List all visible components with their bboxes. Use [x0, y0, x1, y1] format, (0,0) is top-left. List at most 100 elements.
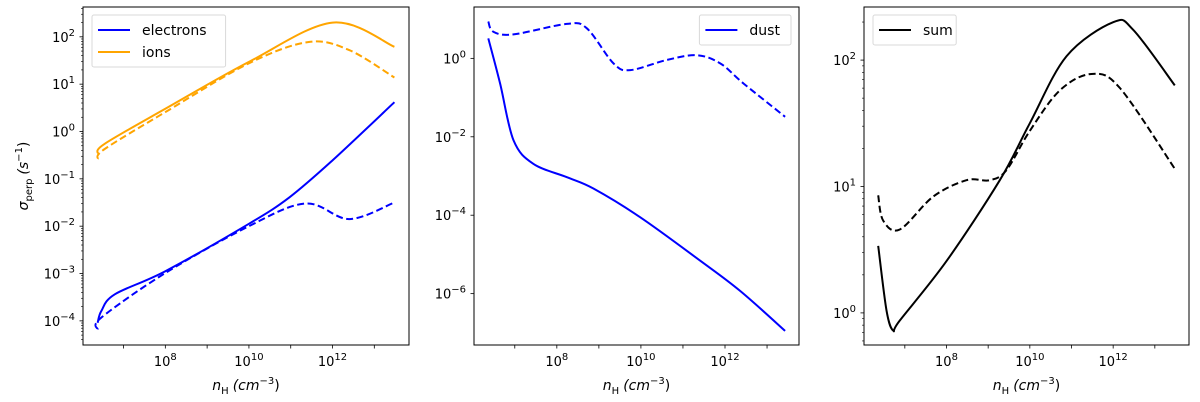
y-tick-label-exp: −1: [60, 170, 75, 181]
y-tick-label-base: 10: [52, 31, 69, 46]
series-line-ions-dashed: [96, 40, 395, 160]
x-tick-label: 1012: [1099, 352, 1128, 370]
x-tick-label: 108: [545, 352, 568, 370]
x-label-sub: H: [221, 386, 229, 397]
x-tick-label-exp: 12: [727, 352, 740, 363]
y-tick-label-exp: 1: [69, 75, 75, 86]
x-label-close: ): [665, 378, 670, 394]
y-tick-label: 100: [52, 123, 75, 141]
legend-box: [91, 14, 227, 68]
x-tick-label-exp: 12: [334, 352, 347, 363]
y-tick-label-base: 10: [833, 54, 850, 69]
y-tick-label: 10−2: [44, 217, 75, 235]
y-tick-label: 10−6: [435, 285, 466, 303]
y-tick-label-base: 10: [435, 288, 452, 303]
x-tick-label-exp: 8: [170, 352, 176, 363]
x-tick-label-exp: 8: [952, 352, 958, 363]
legend-box: [872, 14, 957, 46]
x-tick-label-base: 10: [626, 355, 643, 370]
x-tick-label-exp: 12: [1115, 352, 1128, 363]
y-tick-label-exp: 0: [850, 304, 856, 315]
y-tick-label: 102: [833, 51, 856, 69]
axes-frame: [863, 6, 1190, 346]
legend-label-electrons: electrons: [142, 23, 206, 39]
x-tick-label-base: 10: [318, 355, 335, 370]
x-tick-label-exp: 10: [643, 352, 656, 363]
x-tick-label-base: 10: [710, 355, 727, 370]
x-label-unit: (cm: [233, 378, 260, 394]
y-tick-label-base: 10: [833, 307, 850, 322]
y-tick-label: 100: [833, 304, 856, 322]
x-label-close: ): [274, 378, 279, 394]
legend: dust: [698, 14, 792, 46]
y-tick-label: 10−3: [44, 265, 75, 283]
y-tick-label-base: 10: [443, 52, 460, 67]
y-tick-label-base: 10: [833, 180, 850, 195]
x-tick-label-base: 10: [545, 355, 562, 370]
y-tick-label: 10−1: [44, 170, 75, 188]
x-label-close: ): [1055, 378, 1060, 394]
x-tick-label-base: 10: [1015, 355, 1032, 370]
y-tick-label-exp: −4: [60, 312, 75, 323]
y-tick-label-exp: 2: [850, 51, 856, 62]
x-tick-label: 1012: [710, 352, 739, 370]
legend: sum: [872, 14, 957, 46]
x-label-unit: (cm: [623, 378, 650, 394]
y-tick-label-base: 10: [435, 209, 452, 224]
y-tick-label: 10−2: [435, 128, 466, 146]
y-tick-label: 101: [52, 75, 75, 93]
x-tick-label: 1012: [318, 352, 347, 370]
x-axis-label: nH (cm−3): [993, 376, 1060, 397]
x-label-exp: −3: [1040, 376, 1055, 387]
x-label-main: n: [603, 378, 612, 394]
x-tick-label-exp: 8: [562, 352, 568, 363]
legend-box: [698, 14, 792, 46]
legend-label-ions: ions: [142, 45, 171, 61]
legend-label-dust: dust: [749, 23, 780, 39]
series-line-sum-dashed: [877, 72, 1176, 232]
y-tick-label-exp: −4: [451, 206, 466, 217]
y-label-unit: (s: [16, 162, 32, 175]
x-tick-label-exp: 10: [251, 352, 264, 363]
x-tick-label-exp: 10: [1032, 352, 1045, 363]
y-tick-label-exp: −3: [60, 265, 75, 276]
y-tick-label-exp: 2: [69, 28, 75, 39]
x-tick-label-base: 10: [234, 355, 251, 370]
y-tick-label-base: 10: [44, 173, 61, 188]
y-tick-label-base: 10: [435, 131, 452, 146]
x-label-exp: −3: [259, 376, 274, 387]
y-tick-label-exp: −6: [451, 285, 466, 296]
axes-frame: [82, 6, 410, 346]
series-line-dust-dashed: [487, 21, 786, 118]
series-line-electrons: [96, 101, 396, 324]
x-tick-label: 1010: [234, 352, 263, 370]
x-label-exp: −3: [650, 376, 665, 387]
x-label-sub: H: [1002, 386, 1010, 397]
series-line-electrons-dashed: [94, 201, 395, 330]
y-tick-label-base: 10: [52, 126, 69, 141]
axes-frame: [473, 6, 800, 346]
y-label-main: σ: [16, 200, 32, 210]
x-tick-label: 108: [154, 352, 177, 370]
y-tick-label-exp: −2: [60, 217, 75, 228]
x-label-main: n: [212, 378, 221, 394]
y-label-close: ): [16, 142, 32, 147]
y-tick-label: 10−4: [435, 206, 466, 224]
x-label-unit: (cm: [1013, 378, 1040, 394]
x-tick-label: 108: [935, 352, 958, 370]
y-tick-label-base: 10: [44, 220, 61, 235]
y-tick-label: 101: [833, 177, 856, 195]
x-label-sub: H: [612, 386, 620, 397]
y-tick-label-base: 10: [44, 315, 61, 330]
y-tick-label-base: 10: [52, 78, 69, 93]
y-tick-label: 10−4: [44, 312, 75, 330]
x-tick-label-base: 10: [1099, 355, 1116, 370]
series-line-ions: [96, 21, 395, 155]
y-tick-label-exp: 0: [69, 123, 75, 134]
series-line-dust: [487, 38, 786, 332]
y-tick-label-exp: 0: [460, 49, 466, 60]
legend: electrons ions: [91, 14, 227, 68]
y-axis-label: σperp (s−1): [14, 142, 35, 211]
